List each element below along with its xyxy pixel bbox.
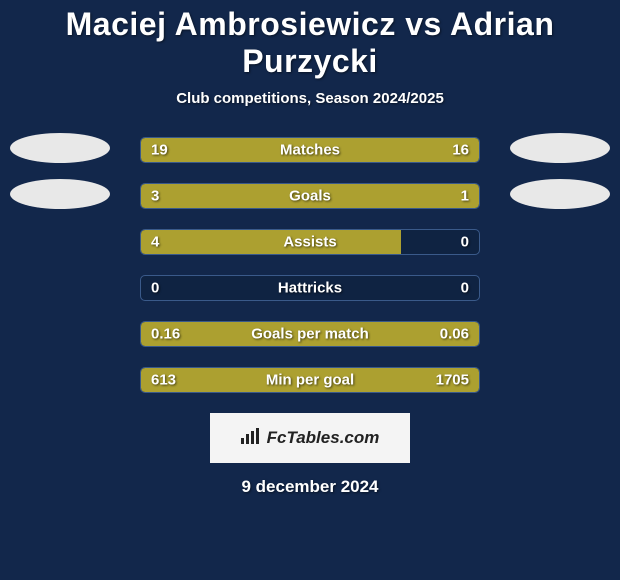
value-left: 613 [151,372,176,389]
bar-container: 4 0 Assists [140,229,480,255]
player-avatar-left [10,133,110,163]
value-right: 1705 [436,372,469,389]
value-left: 19 [151,142,168,159]
metric-row: 3 1 Goals [0,183,620,209]
value-left: 4 [151,234,159,251]
value-left: 0.16 [151,326,180,343]
bar-container: 613 1705 Min per goal [140,367,480,393]
metric-label: Assists [283,234,336,251]
page-subtitle: Club competitions, Season 2024/2025 [0,90,620,107]
bar-container: 19 16 Matches [140,137,480,163]
bar-container: 0 0 Hattricks [140,275,480,301]
branding-badge: FcTables.com [210,413,410,463]
player-avatar-right [510,179,610,209]
bar-container: 0.16 0.06 Goals per match [140,321,480,347]
player-avatar-right [510,133,610,163]
metric-row: 613 1705 Min per goal [0,367,620,393]
value-left: 3 [151,188,159,205]
metric-label: Matches [280,142,340,159]
metric-label: Min per goal [266,372,354,389]
bar-left-fill [141,184,395,208]
bar-left-fill [141,230,401,254]
branding-text: FcTables.com [267,428,380,448]
value-right: 0.06 [440,326,469,343]
metric-row: 0 0 Hattricks [0,275,620,301]
chart-icon [241,428,261,449]
page-title: Maciej Ambrosiewicz vs Adrian Purzycki [0,0,620,80]
snapshot-date: 9 december 2024 [0,477,620,497]
value-right: 16 [452,142,469,159]
player-avatar-left [10,179,110,209]
metric-label: Goals per match [251,326,369,343]
bar-container: 3 1 Goals [140,183,480,209]
metric-label: Hattricks [278,280,342,297]
metric-row: 0.16 0.06 Goals per match [0,321,620,347]
metric-row: 19 16 Matches [0,137,620,163]
value-right: 0 [461,280,469,297]
value-right: 1 [461,188,469,205]
comparison-chart: 19 16 Matches 3 1 Goals 4 0 Assists 0 0 Hattricks 0.… [0,137,620,393]
value-left: 0 [151,280,159,297]
value-right: 0 [461,234,469,251]
metric-label: Goals [289,188,331,205]
metric-row: 4 0 Assists [0,229,620,255]
